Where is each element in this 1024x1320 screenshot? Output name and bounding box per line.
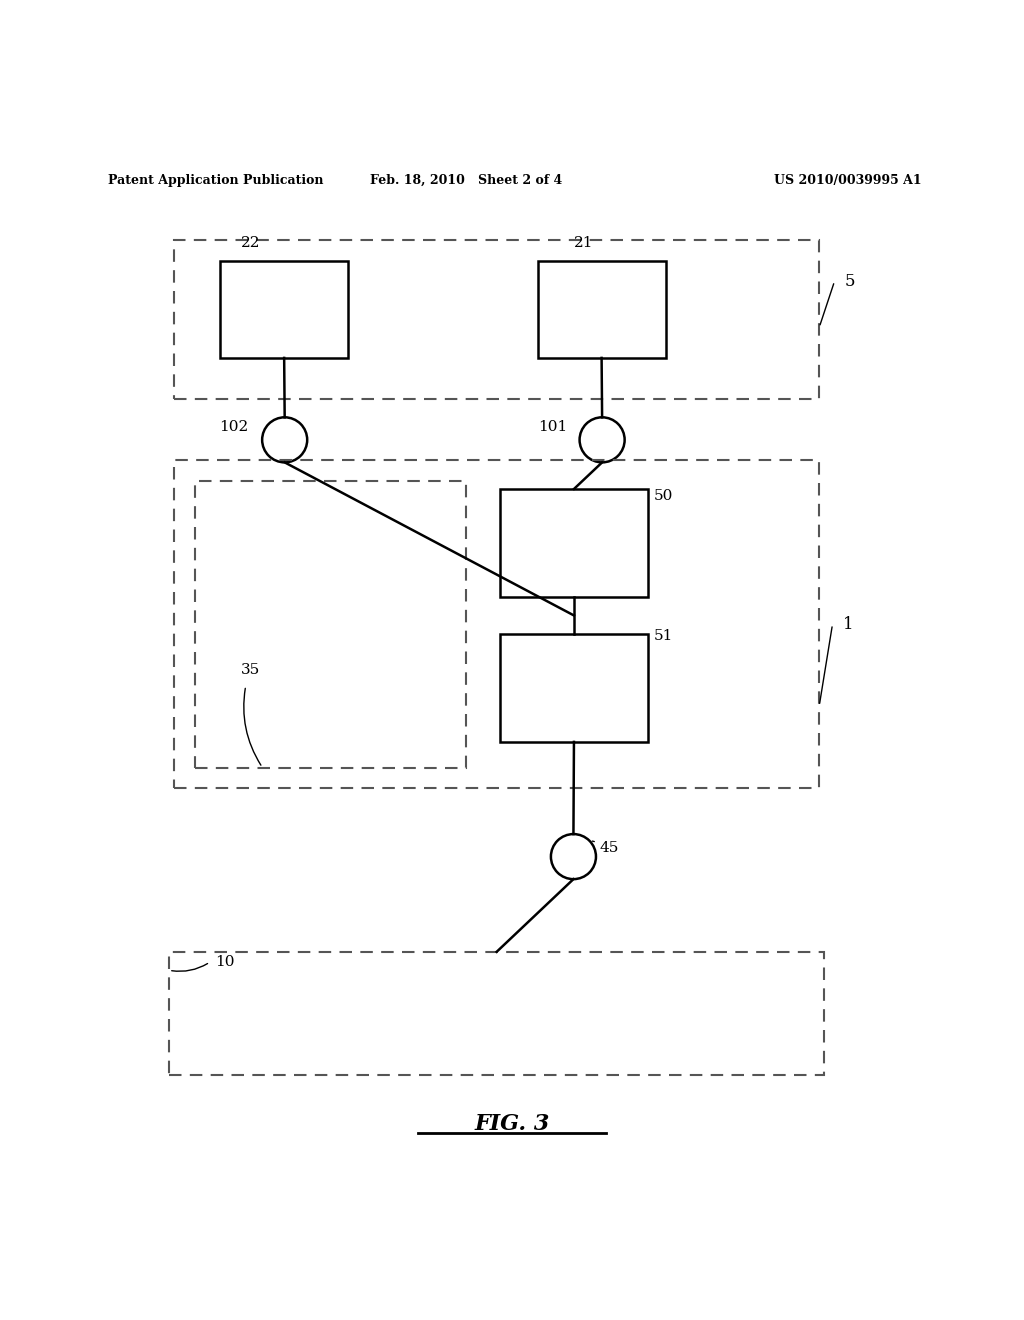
Text: 5: 5 — [845, 273, 855, 289]
Bar — [195, 480, 466, 767]
Text: Patent Application Publication: Patent Application Publication — [108, 174, 323, 187]
Text: US 2010/0039995 A1: US 2010/0039995 A1 — [774, 174, 922, 187]
Text: 50: 50 — [653, 490, 673, 503]
Circle shape — [262, 417, 307, 462]
Bar — [174, 240, 819, 399]
Text: 21: 21 — [573, 236, 594, 251]
Circle shape — [580, 417, 625, 462]
Text: 22: 22 — [241, 236, 261, 251]
Bar — [538, 260, 666, 358]
Text: 102: 102 — [219, 420, 248, 433]
Text: 1: 1 — [843, 615, 853, 632]
Text: 51: 51 — [653, 630, 673, 643]
Bar — [169, 952, 824, 1074]
Bar — [500, 488, 648, 597]
Text: 35: 35 — [242, 663, 260, 677]
Text: 45: 45 — [599, 841, 618, 855]
Text: 101: 101 — [539, 420, 567, 433]
Text: FIG. 3: FIG. 3 — [474, 1113, 550, 1135]
Bar — [500, 635, 648, 742]
Bar — [174, 461, 819, 788]
Bar — [220, 260, 348, 358]
Circle shape — [551, 834, 596, 879]
Text: Feb. 18, 2010   Sheet 2 of 4: Feb. 18, 2010 Sheet 2 of 4 — [370, 174, 562, 187]
Text: 10: 10 — [215, 956, 234, 969]
